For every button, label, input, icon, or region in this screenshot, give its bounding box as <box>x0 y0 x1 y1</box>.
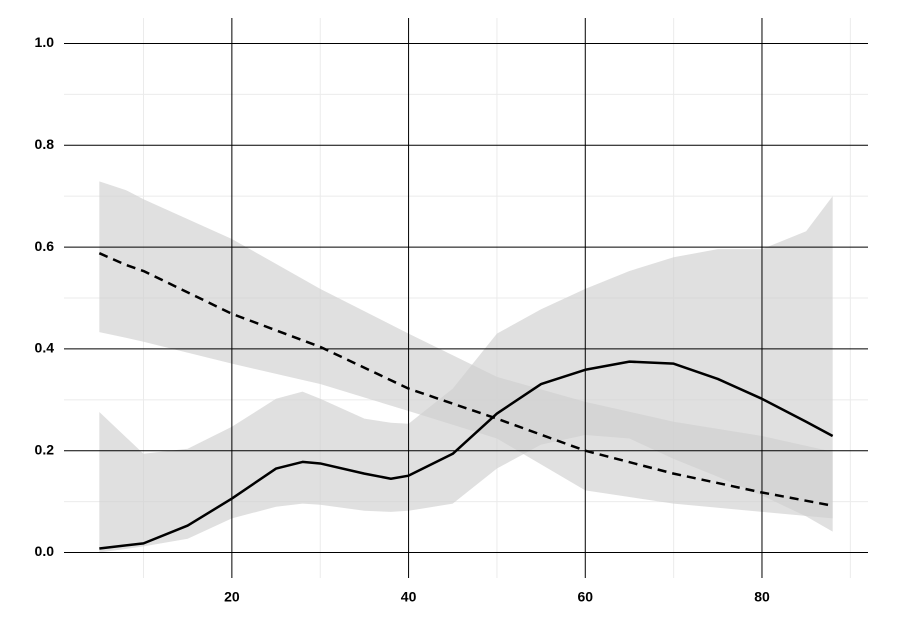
y-tick-label: 1.0 <box>35 34 55 50</box>
confidence-band <box>99 181 833 519</box>
y-tick-label: 0.4 <box>35 340 55 356</box>
x-tick-label: 20 <box>224 589 240 605</box>
y-tick-label: 0.6 <box>35 238 55 254</box>
series-line <box>98 252 833 507</box>
y-tick-label: 0.8 <box>35 136 55 152</box>
x-tick-label: 80 <box>754 589 770 605</box>
y-tick-label: 0.2 <box>35 441 55 457</box>
series-line <box>99 360 834 550</box>
x-tick-label: 40 <box>401 589 417 605</box>
y-tick-label: 0.0 <box>35 543 55 559</box>
x-tick-label: 60 <box>577 589 593 605</box>
